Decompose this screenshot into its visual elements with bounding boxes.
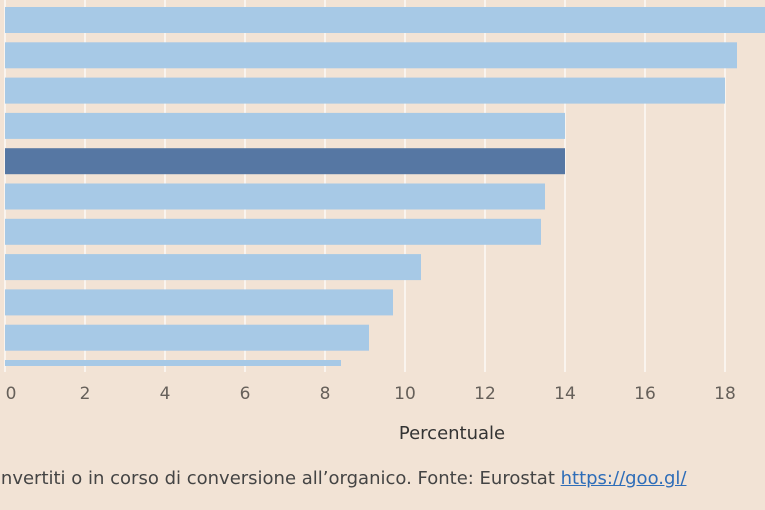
bar-4 xyxy=(5,112,565,139)
bar-6 xyxy=(5,183,545,210)
x-tick-10: 10 xyxy=(394,384,416,404)
x-axis-label: Percentuale xyxy=(399,423,505,444)
x-tick-6: 6 xyxy=(240,384,251,404)
x-tick-12: 12 xyxy=(474,384,496,404)
bar-2 xyxy=(5,42,737,69)
bar-10 xyxy=(5,324,369,351)
source-note: convertiti o in corso di conversione all… xyxy=(0,468,686,489)
bar-11 xyxy=(5,360,341,366)
x-tick-0: 0 xyxy=(6,384,17,404)
bar-1 xyxy=(5,7,765,33)
bar-highlighted xyxy=(5,148,565,175)
source-note-text: convertiti o in corso di conversione all… xyxy=(0,468,561,489)
x-tick-4: 4 xyxy=(160,384,171,404)
source-link[interactable]: https://goo.gl/ xyxy=(560,468,687,489)
bar-3 xyxy=(5,77,725,104)
x-tick-14: 14 xyxy=(554,384,576,404)
x-tick-2: 2 xyxy=(80,384,91,404)
x-tick-18: 18 xyxy=(714,384,736,404)
x-tick-16: 16 xyxy=(634,384,656,404)
bar-8 xyxy=(5,254,421,281)
bar-7 xyxy=(5,218,541,245)
bar-9 xyxy=(5,289,393,316)
x-tick-labels: 0 2 4 6 8 10 12 14 16 18 xyxy=(6,384,736,404)
x-tick-8: 8 xyxy=(320,384,331,404)
bars xyxy=(5,7,765,366)
bar-chart: 0 2 4 6 8 10 12 14 16 18 Percentuale xyxy=(4,0,765,444)
